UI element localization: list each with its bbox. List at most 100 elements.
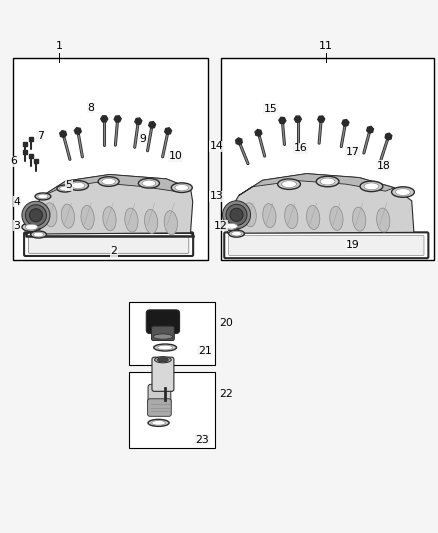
Ellipse shape [225, 223, 237, 229]
Circle shape [22, 201, 50, 229]
Ellipse shape [138, 179, 159, 188]
Text: 9: 9 [139, 134, 146, 143]
Circle shape [226, 204, 247, 225]
Ellipse shape [102, 179, 116, 184]
Polygon shape [30, 174, 193, 234]
Ellipse shape [229, 230, 244, 237]
Text: 5: 5 [65, 181, 72, 190]
Text: 2: 2 [110, 246, 117, 256]
FancyBboxPatch shape [148, 384, 171, 405]
Ellipse shape [152, 421, 166, 425]
Ellipse shape [71, 182, 85, 189]
Polygon shape [279, 117, 286, 124]
Polygon shape [385, 133, 392, 140]
FancyBboxPatch shape [152, 326, 174, 341]
Text: 13: 13 [210, 191, 223, 201]
Ellipse shape [61, 204, 74, 228]
Ellipse shape [57, 185, 73, 192]
Ellipse shape [142, 180, 156, 187]
Ellipse shape [67, 181, 88, 190]
Polygon shape [318, 116, 325, 123]
Text: 15: 15 [264, 104, 278, 114]
Ellipse shape [164, 211, 177, 235]
Ellipse shape [392, 187, 414, 197]
Ellipse shape [31, 231, 46, 238]
Ellipse shape [222, 222, 241, 231]
Ellipse shape [364, 183, 379, 190]
Ellipse shape [171, 183, 192, 192]
Ellipse shape [263, 204, 276, 228]
Text: 21: 21 [198, 345, 212, 356]
Polygon shape [165, 128, 172, 134]
Ellipse shape [33, 232, 44, 237]
Text: 23: 23 [195, 434, 209, 445]
Polygon shape [342, 119, 349, 126]
Ellipse shape [377, 208, 390, 232]
FancyBboxPatch shape [28, 236, 189, 253]
Text: 4: 4 [13, 197, 20, 207]
Ellipse shape [158, 345, 173, 350]
Text: 16: 16 [293, 143, 307, 154]
Ellipse shape [153, 334, 173, 339]
Ellipse shape [282, 181, 297, 188]
FancyBboxPatch shape [229, 236, 424, 255]
FancyBboxPatch shape [146, 310, 180, 334]
FancyBboxPatch shape [152, 357, 174, 391]
Ellipse shape [231, 231, 242, 236]
Polygon shape [255, 130, 262, 136]
Polygon shape [60, 131, 67, 138]
Ellipse shape [60, 186, 70, 191]
Circle shape [25, 205, 46, 226]
Text: 14: 14 [210, 141, 223, 151]
Ellipse shape [396, 189, 410, 196]
Text: 8: 8 [88, 103, 95, 113]
Text: 22: 22 [219, 390, 233, 399]
FancyBboxPatch shape [148, 399, 171, 416]
Text: 18: 18 [377, 161, 390, 171]
Text: 10: 10 [169, 151, 183, 161]
Ellipse shape [148, 419, 169, 426]
Ellipse shape [103, 207, 116, 231]
Ellipse shape [320, 178, 335, 185]
Bar [129, 302, 215, 365]
Ellipse shape [285, 205, 298, 229]
Text: 3: 3 [13, 221, 20, 231]
Text: 7: 7 [37, 131, 44, 141]
Ellipse shape [125, 208, 138, 232]
Ellipse shape [353, 207, 366, 231]
Polygon shape [227, 174, 414, 233]
Polygon shape [101, 116, 108, 122]
Ellipse shape [81, 205, 94, 230]
Bar [221, 58, 434, 260]
Ellipse shape [154, 344, 177, 351]
Ellipse shape [158, 358, 168, 362]
Text: 1: 1 [56, 41, 63, 51]
Bar [129, 372, 215, 448]
Text: 6: 6 [11, 156, 18, 166]
FancyBboxPatch shape [24, 232, 193, 256]
Ellipse shape [330, 206, 343, 230]
Text: 12: 12 [214, 221, 228, 231]
Circle shape [230, 208, 243, 221]
Ellipse shape [243, 203, 256, 227]
FancyBboxPatch shape [224, 232, 428, 258]
Polygon shape [42, 174, 191, 197]
Ellipse shape [175, 184, 189, 191]
Ellipse shape [145, 209, 158, 233]
Ellipse shape [316, 176, 339, 187]
Polygon shape [239, 174, 394, 196]
Ellipse shape [38, 194, 48, 199]
Ellipse shape [98, 177, 119, 187]
Polygon shape [114, 116, 121, 122]
Ellipse shape [307, 205, 320, 230]
Text: 11: 11 [319, 41, 333, 51]
Text: 20: 20 [219, 318, 233, 328]
Ellipse shape [155, 357, 171, 363]
Polygon shape [367, 126, 374, 133]
Circle shape [29, 209, 42, 222]
Polygon shape [236, 138, 242, 145]
Circle shape [223, 201, 251, 229]
Ellipse shape [22, 223, 41, 231]
Polygon shape [148, 122, 155, 128]
Ellipse shape [44, 203, 57, 227]
